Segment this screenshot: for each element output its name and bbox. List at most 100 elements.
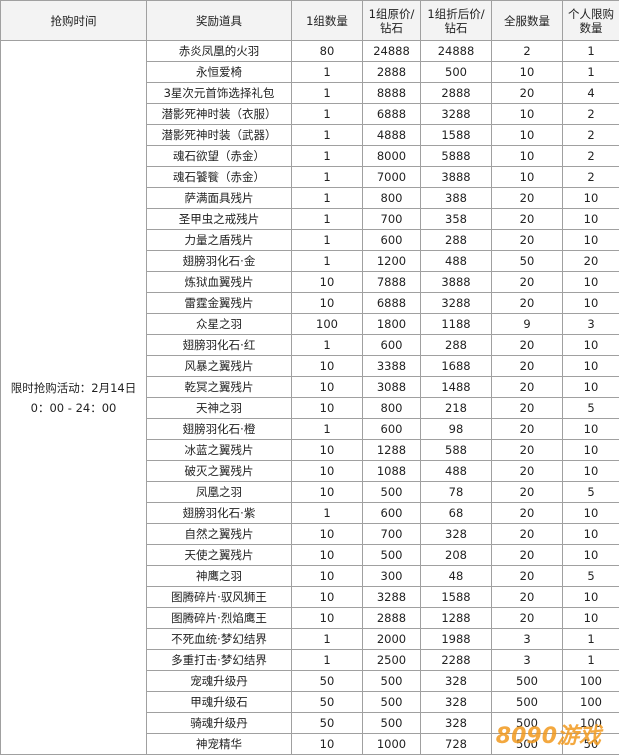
cell: 500 [362,712,421,734]
cell: 10 [562,523,619,545]
table-row: 图腾碎片·烈焰鹰王 10 2888 1288 20 10 [1,607,619,629]
header-cell: 全服数量 [491,0,563,41]
cell: 7888 [362,271,421,293]
table-row: 骑魂升级丹 50 500 328 500 100 [1,712,619,734]
table-row: 凤凰之羽 10 500 78 20 5 [1,481,619,503]
cell: 10 [291,355,363,377]
cell: 10 [562,187,619,209]
cell: 风暴之翼残片 [146,355,292,377]
cell: 20 [491,460,563,482]
cell: 翅膀羽化石·红 [146,334,292,356]
cell: 10 [562,334,619,356]
cell: 10 [562,607,619,629]
cell: 24888 [420,40,492,62]
cell: 1688 [420,355,492,377]
cell: 488 [420,460,492,482]
table-row: 魂石饕餮（赤金） 1 7000 3888 10 2 [1,166,619,188]
time-cell: 限时抢购活动：2月14日 0：00 - 24：00 [0,40,147,755]
cell: 3088 [362,376,421,398]
cell: 80 [291,40,363,62]
cell: 6888 [362,103,421,125]
cell: 5 [562,565,619,587]
cell: 1188 [420,313,492,335]
cell: 神鹰之羽 [146,565,292,587]
cell: 3星次元首饰选择礼包 [146,82,292,104]
cell: 3388 [362,355,421,377]
cell: 10 [562,586,619,608]
cell: 328 [420,691,492,713]
cell: 2 [562,124,619,146]
cell: 10 [562,355,619,377]
cell: 多重打击·梦幻结界 [146,649,292,671]
cell: 700 [362,208,421,230]
cell: 20 [491,418,563,440]
cell: 50 [291,670,363,692]
table-row: 风暴之翼残片 10 3388 1688 20 10 [1,355,619,377]
cell: 2 [562,166,619,188]
cell: 10 [562,460,619,482]
cell: 图腾碎片·驭风狮王 [146,586,292,608]
cell: 10 [291,544,363,566]
table-row: 甲魂升级石 50 500 328 500 100 [1,691,619,713]
cell: 5 [562,397,619,419]
cell: 10 [562,439,619,461]
cell: 魂石饕餮（赤金） [146,166,292,188]
cell: 4 [562,82,619,104]
cell: 2000 [362,628,421,650]
table-row: 潜影死神时装（衣服） 1 6888 3288 10 2 [1,103,619,125]
cell: 3888 [420,166,492,188]
cell: 雷霆金翼残片 [146,292,292,314]
cell: 10 [291,397,363,419]
cell: 3288 [420,292,492,314]
cell: 10 [491,103,563,125]
cell: 1 [291,82,363,104]
table-row: 萨满面具残片 1 800 388 20 10 [1,187,619,209]
cell: 1488 [420,376,492,398]
cell: 1 [291,250,363,272]
cell: 10 [491,145,563,167]
cell: 10 [491,166,563,188]
cell: 328 [420,670,492,692]
cell: 7000 [362,166,421,188]
cell: 天使之翼残片 [146,544,292,566]
cell: 600 [362,418,421,440]
cell: 10 [291,523,363,545]
cell: 600 [362,229,421,251]
cell: 50 [562,733,619,755]
cell: 10 [291,439,363,461]
cell: 2 [562,103,619,125]
cell: 1 [291,124,363,146]
cell: 炼狱血翼残片 [146,271,292,293]
cell: 50 [491,250,563,272]
table-row: 翅膀羽化石·橙 1 600 98 20 10 [1,418,619,440]
cell: 588 [420,439,492,461]
cell: 1088 [362,460,421,482]
header-cell: 奖励道具 [146,0,292,41]
cell: 78 [420,481,492,503]
cell: 1 [291,502,363,524]
cell: 500 [362,481,421,503]
cell: 20 [491,271,563,293]
header-cell: 个人限购 数量 [562,0,619,41]
cell: 10 [562,544,619,566]
table-row: 自然之翼残片 10 700 328 20 10 [1,523,619,545]
cell: 1 [291,418,363,440]
cell: 2888 [420,82,492,104]
watermark: 8090游戏 [495,724,601,749]
cell: 1 [291,61,363,83]
cell: 1 [291,145,363,167]
table-row: 天使之翼残片 10 500 208 20 10 [1,544,619,566]
cell: 8000 [362,145,421,167]
cell: 20 [491,208,563,230]
cell: 1 [562,61,619,83]
cell: 9 [491,313,563,335]
cell: 1 [291,208,363,230]
cell: 1 [291,649,363,671]
cell: 388 [420,187,492,209]
cell: 1 [291,166,363,188]
cell: 24888 [362,40,421,62]
header-cell: 抢购时间 [0,0,147,41]
cell: 1 [291,334,363,356]
cell: 1 [291,628,363,650]
